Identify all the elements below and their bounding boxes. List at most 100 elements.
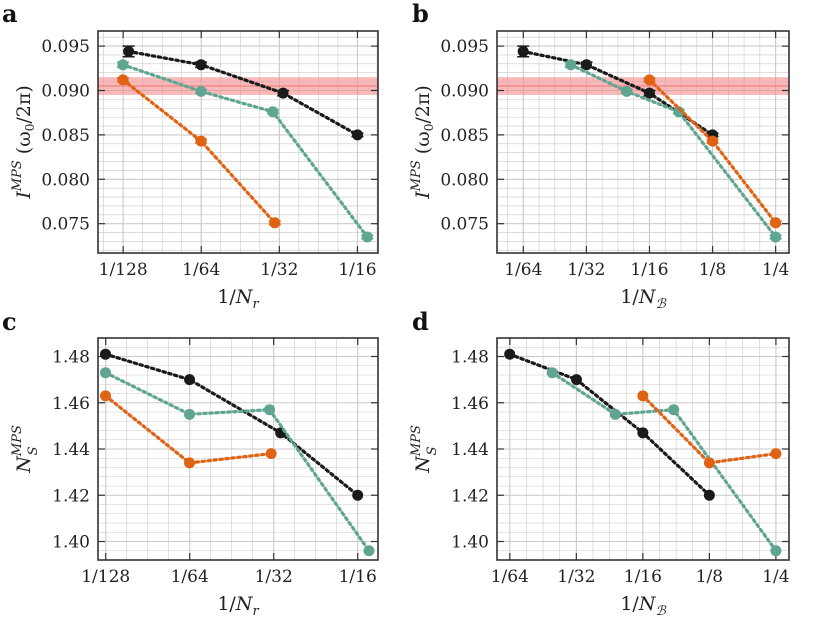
y-tick-label: 1.42 xyxy=(52,486,90,506)
data-point-black xyxy=(703,489,715,501)
y-tick-label: 1.42 xyxy=(451,486,489,506)
chart-d: 1/64 1/32 1/16 1/8 1/4 1.40 1.42 1.44 1.46 1.48 1/… xyxy=(409,337,790,619)
panel-c-letter: c xyxy=(2,307,17,336)
data-point-black xyxy=(351,129,363,141)
series-orange xyxy=(100,390,277,469)
data-point-black xyxy=(123,45,135,57)
data-point-teal xyxy=(609,408,621,420)
data-point-black xyxy=(195,59,207,71)
data-point-teal xyxy=(361,231,373,243)
y-tick-label: 1.48 xyxy=(451,348,489,368)
panel-d-letter: d xyxy=(412,307,429,336)
x-tick-label: 1/128 xyxy=(81,567,130,587)
y-tick-label: 1.40 xyxy=(451,533,489,553)
panel-d: d xyxy=(412,307,429,336)
xlabel: 1/Nℬ xyxy=(620,593,666,619)
x-tick-label: 1/16 xyxy=(339,567,377,587)
data-point-black xyxy=(277,87,289,99)
grid xyxy=(98,31,378,253)
series-line-black xyxy=(126,49,360,137)
x-tick-label: 1/32 xyxy=(260,260,298,280)
grid xyxy=(98,338,378,561)
chart-a: 1/128 1/64 1/32 1/16 0.075 0.080 0.085 0.090 0.0… xyxy=(10,30,379,312)
data-point-teal xyxy=(267,106,279,118)
x-tick-label: 1/16 xyxy=(630,260,668,280)
ylabel: IMPS (ω0/2π) xyxy=(409,85,436,199)
series-line-orange xyxy=(103,394,273,465)
data-point-teal xyxy=(668,404,680,416)
data-point-orange xyxy=(770,448,782,460)
series-black xyxy=(504,348,715,501)
data-point-teal xyxy=(117,59,129,71)
ylabel: IMPS (ω0/2π) xyxy=(10,85,37,199)
series-teal xyxy=(100,367,375,557)
y-tick-label: 1.46 xyxy=(451,394,489,414)
x-tick-label: 1/32 xyxy=(567,260,605,280)
x-tick-label: 1/4 xyxy=(762,260,789,280)
data-point-black xyxy=(643,87,655,99)
x-tick-label: 1/64 xyxy=(491,567,529,587)
x-tick-label: 1/64 xyxy=(504,260,542,280)
y-tick-label: 0.090 xyxy=(41,81,90,101)
x-tick-label: 1/4 xyxy=(762,567,789,587)
series-line-black xyxy=(508,352,711,497)
data-point-black xyxy=(184,374,196,386)
data-point-orange xyxy=(184,457,196,469)
panel-b-letter: b xyxy=(412,0,429,28)
x-tick-label: 1/32 xyxy=(255,567,293,587)
plot-frame xyxy=(496,30,790,254)
y-tick-label: 1.44 xyxy=(451,440,489,460)
data-point-teal xyxy=(546,367,558,379)
data-point-orange xyxy=(195,135,207,147)
y-tick-label: 0.095 xyxy=(440,37,489,57)
series-teal xyxy=(116,59,374,243)
data-point-orange xyxy=(265,448,277,460)
panel-a: a xyxy=(2,0,18,28)
data-point-teal xyxy=(195,85,207,97)
data-point-orange xyxy=(269,217,281,229)
data-point-black xyxy=(352,489,364,501)
series-line-teal xyxy=(121,63,369,239)
x-tick-label: 1/16 xyxy=(624,567,662,587)
series-teal xyxy=(564,59,782,243)
ylabel: NMPSS xyxy=(10,425,41,474)
panel-c: c xyxy=(2,307,17,336)
xlabel: 1/Nr xyxy=(217,286,259,312)
panel-a-letter: a xyxy=(2,0,18,28)
y-tick-label: 0.080 xyxy=(41,170,90,190)
x-tick-label: 1/8 xyxy=(696,567,723,587)
series-line-teal xyxy=(550,371,778,553)
data-point-teal xyxy=(770,545,782,557)
y-tick-label: 1.48 xyxy=(52,348,90,368)
y-tick-label: 1.46 xyxy=(52,394,90,414)
x-tick-label: 1/8 xyxy=(699,260,726,280)
x-tick-label: 1/128 xyxy=(99,260,148,280)
data-point-black xyxy=(581,59,593,71)
y-tick-label: 1.40 xyxy=(52,533,90,553)
chart-c: 1/128 1/64 1/32 1/16 1.40 1.42 1.44 1.46 1.48 1/N… xyxy=(10,337,379,619)
data-point-orange xyxy=(703,457,715,469)
y-tick-label: 0.085 xyxy=(41,126,90,146)
data-point-teal xyxy=(184,408,196,420)
data-point-orange xyxy=(707,135,719,147)
data-point-teal xyxy=(363,545,375,557)
panel-b: b xyxy=(412,0,429,28)
y-tick-label: 0.075 xyxy=(41,215,90,235)
grid xyxy=(497,338,789,561)
x-tick-label: 1/64 xyxy=(182,260,220,280)
y-tick-label: 0.085 xyxy=(440,126,489,146)
chart-b: 1/64 1/32 1/16 1/8 1/4 0.075 0.080 0.085 0.090 0.… xyxy=(409,30,790,312)
y-tick-label: 0.080 xyxy=(440,170,489,190)
data-point-teal xyxy=(565,59,577,71)
data-point-black xyxy=(504,348,516,360)
y-tick-label: 0.095 xyxy=(41,37,90,57)
y-tick-label: 0.090 xyxy=(440,81,489,101)
data-point-black xyxy=(637,427,649,439)
data-point-orange xyxy=(770,217,782,229)
plots-layer: 1/128 1/64 1/32 1/16 0.075 0.080 0.085 0.090 0.0… xyxy=(10,30,790,619)
data-point-orange xyxy=(637,390,649,402)
data-point-teal xyxy=(100,367,112,379)
data-point-black xyxy=(517,45,529,57)
y-tick-label: 1.44 xyxy=(52,440,90,460)
